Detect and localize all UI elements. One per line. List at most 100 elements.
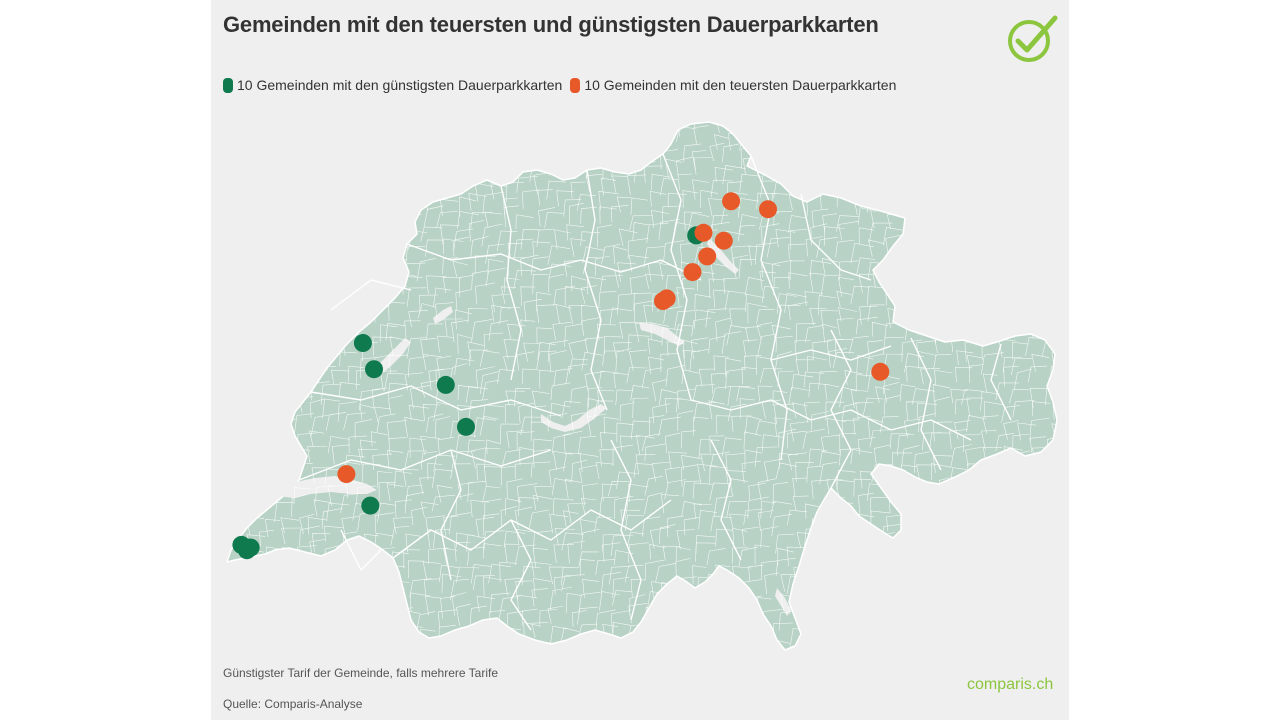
municipality-line <box>507 257 526 277</box>
municipality-line <box>310 142 327 159</box>
municipality-line <box>689 349 709 371</box>
municipality-line <box>471 270 489 290</box>
municipality-line <box>1046 598 1057 614</box>
municipality-line <box>831 590 852 608</box>
municipality-line <box>517 483 538 503</box>
municipality-line <box>822 213 838 233</box>
municipality-line <box>299 513 315 535</box>
municipality-line <box>227 133 230 154</box>
municipality-line <box>774 417 792 437</box>
municipality-line <box>325 412 347 431</box>
municipality-line <box>922 190 944 209</box>
municipality-line <box>347 365 365 383</box>
municipality-line <box>479 350 500 367</box>
municipality-line <box>826 518 844 537</box>
municipality-line <box>503 356 519 372</box>
municipality-line <box>435 416 451 439</box>
municipality-line <box>994 487 1015 507</box>
municipality-line <box>323 525 344 542</box>
municipality-line <box>513 238 533 259</box>
municipality-line <box>230 375 250 391</box>
municipality-line <box>918 543 933 562</box>
municipality-line <box>1032 629 1048 647</box>
municipality-line <box>561 574 585 592</box>
municipality-line <box>1042 453 1057 471</box>
municipality-line <box>981 430 997 450</box>
municipality-line <box>309 206 330 228</box>
municipality-line <box>549 350 567 373</box>
municipality-line <box>313 334 329 353</box>
municipality-line <box>455 289 472 312</box>
municipality-line <box>482 404 504 421</box>
municipality-line <box>250 131 272 152</box>
municipality-line <box>1009 225 1030 247</box>
municipality-line <box>291 494 307 518</box>
municipality-line <box>939 608 959 629</box>
municipality-line <box>580 206 597 224</box>
municipality-line <box>633 463 653 478</box>
municipality-line <box>675 612 696 631</box>
municipality-line <box>713 495 734 517</box>
municipality-line <box>230 562 251 582</box>
municipality-line <box>560 159 583 175</box>
municipality-line <box>933 212 949 232</box>
municipality-line <box>489 592 511 614</box>
municipality-line <box>374 512 395 534</box>
municipality-line <box>375 146 396 163</box>
municipality-line <box>839 386 858 408</box>
municipality-line <box>805 325 823 343</box>
switzerland-outline <box>226 121 1058 651</box>
municipality-line <box>969 127 990 144</box>
municipality-line <box>360 254 376 270</box>
municipality-line <box>873 627 894 644</box>
municipality-line <box>291 208 307 226</box>
municipality-line <box>228 122 246 134</box>
municipality-line <box>435 302 454 319</box>
municipality-line <box>263 575 279 594</box>
municipality-line <box>859 305 878 325</box>
municipality-line <box>709 142 725 162</box>
municipality-line <box>500 506 518 527</box>
municipality-line <box>897 433 915 456</box>
municipality-line <box>902 551 927 572</box>
municipality-line <box>536 350 557 370</box>
municipality-line <box>520 286 535 306</box>
municipality-line <box>724 592 744 609</box>
municipality-line <box>775 557 796 577</box>
municipality-line <box>422 561 441 581</box>
municipality-line <box>266 629 283 644</box>
municipality-line <box>905 638 922 650</box>
municipality-line <box>488 143 507 164</box>
municipality-line <box>980 288 996 309</box>
municipality-line <box>966 397 984 417</box>
municipality-line <box>259 311 283 331</box>
municipality-line <box>757 333 777 356</box>
municipality-line <box>472 122 492 129</box>
municipality-line <box>448 512 471 535</box>
municipality-line <box>274 502 295 523</box>
municipality-line <box>459 274 474 298</box>
municipality-line <box>356 143 372 168</box>
municipality-line <box>772 390 788 406</box>
municipality-line <box>408 405 429 421</box>
municipality-line <box>649 526 670 549</box>
municipality-line <box>259 355 280 371</box>
municipality-line <box>600 646 619 650</box>
municipality-line <box>514 462 533 480</box>
municipality-line <box>742 122 761 133</box>
municipality-line <box>599 126 619 143</box>
municipality-line <box>970 162 986 183</box>
municipality-line <box>426 323 443 340</box>
municipality-line <box>423 205 444 227</box>
municipality-line <box>1034 123 1053 141</box>
municipality-line <box>361 612 379 633</box>
municipality-line <box>331 444 351 465</box>
municipality-line <box>294 413 314 436</box>
municipality-line <box>257 469 276 487</box>
municipality-line <box>505 390 525 406</box>
lake-lugano-maggiore <box>775 588 791 616</box>
municipality-line <box>1025 562 1044 586</box>
municipality-line <box>532 449 551 468</box>
municipality-line <box>582 257 602 275</box>
municipality-line <box>243 288 262 308</box>
